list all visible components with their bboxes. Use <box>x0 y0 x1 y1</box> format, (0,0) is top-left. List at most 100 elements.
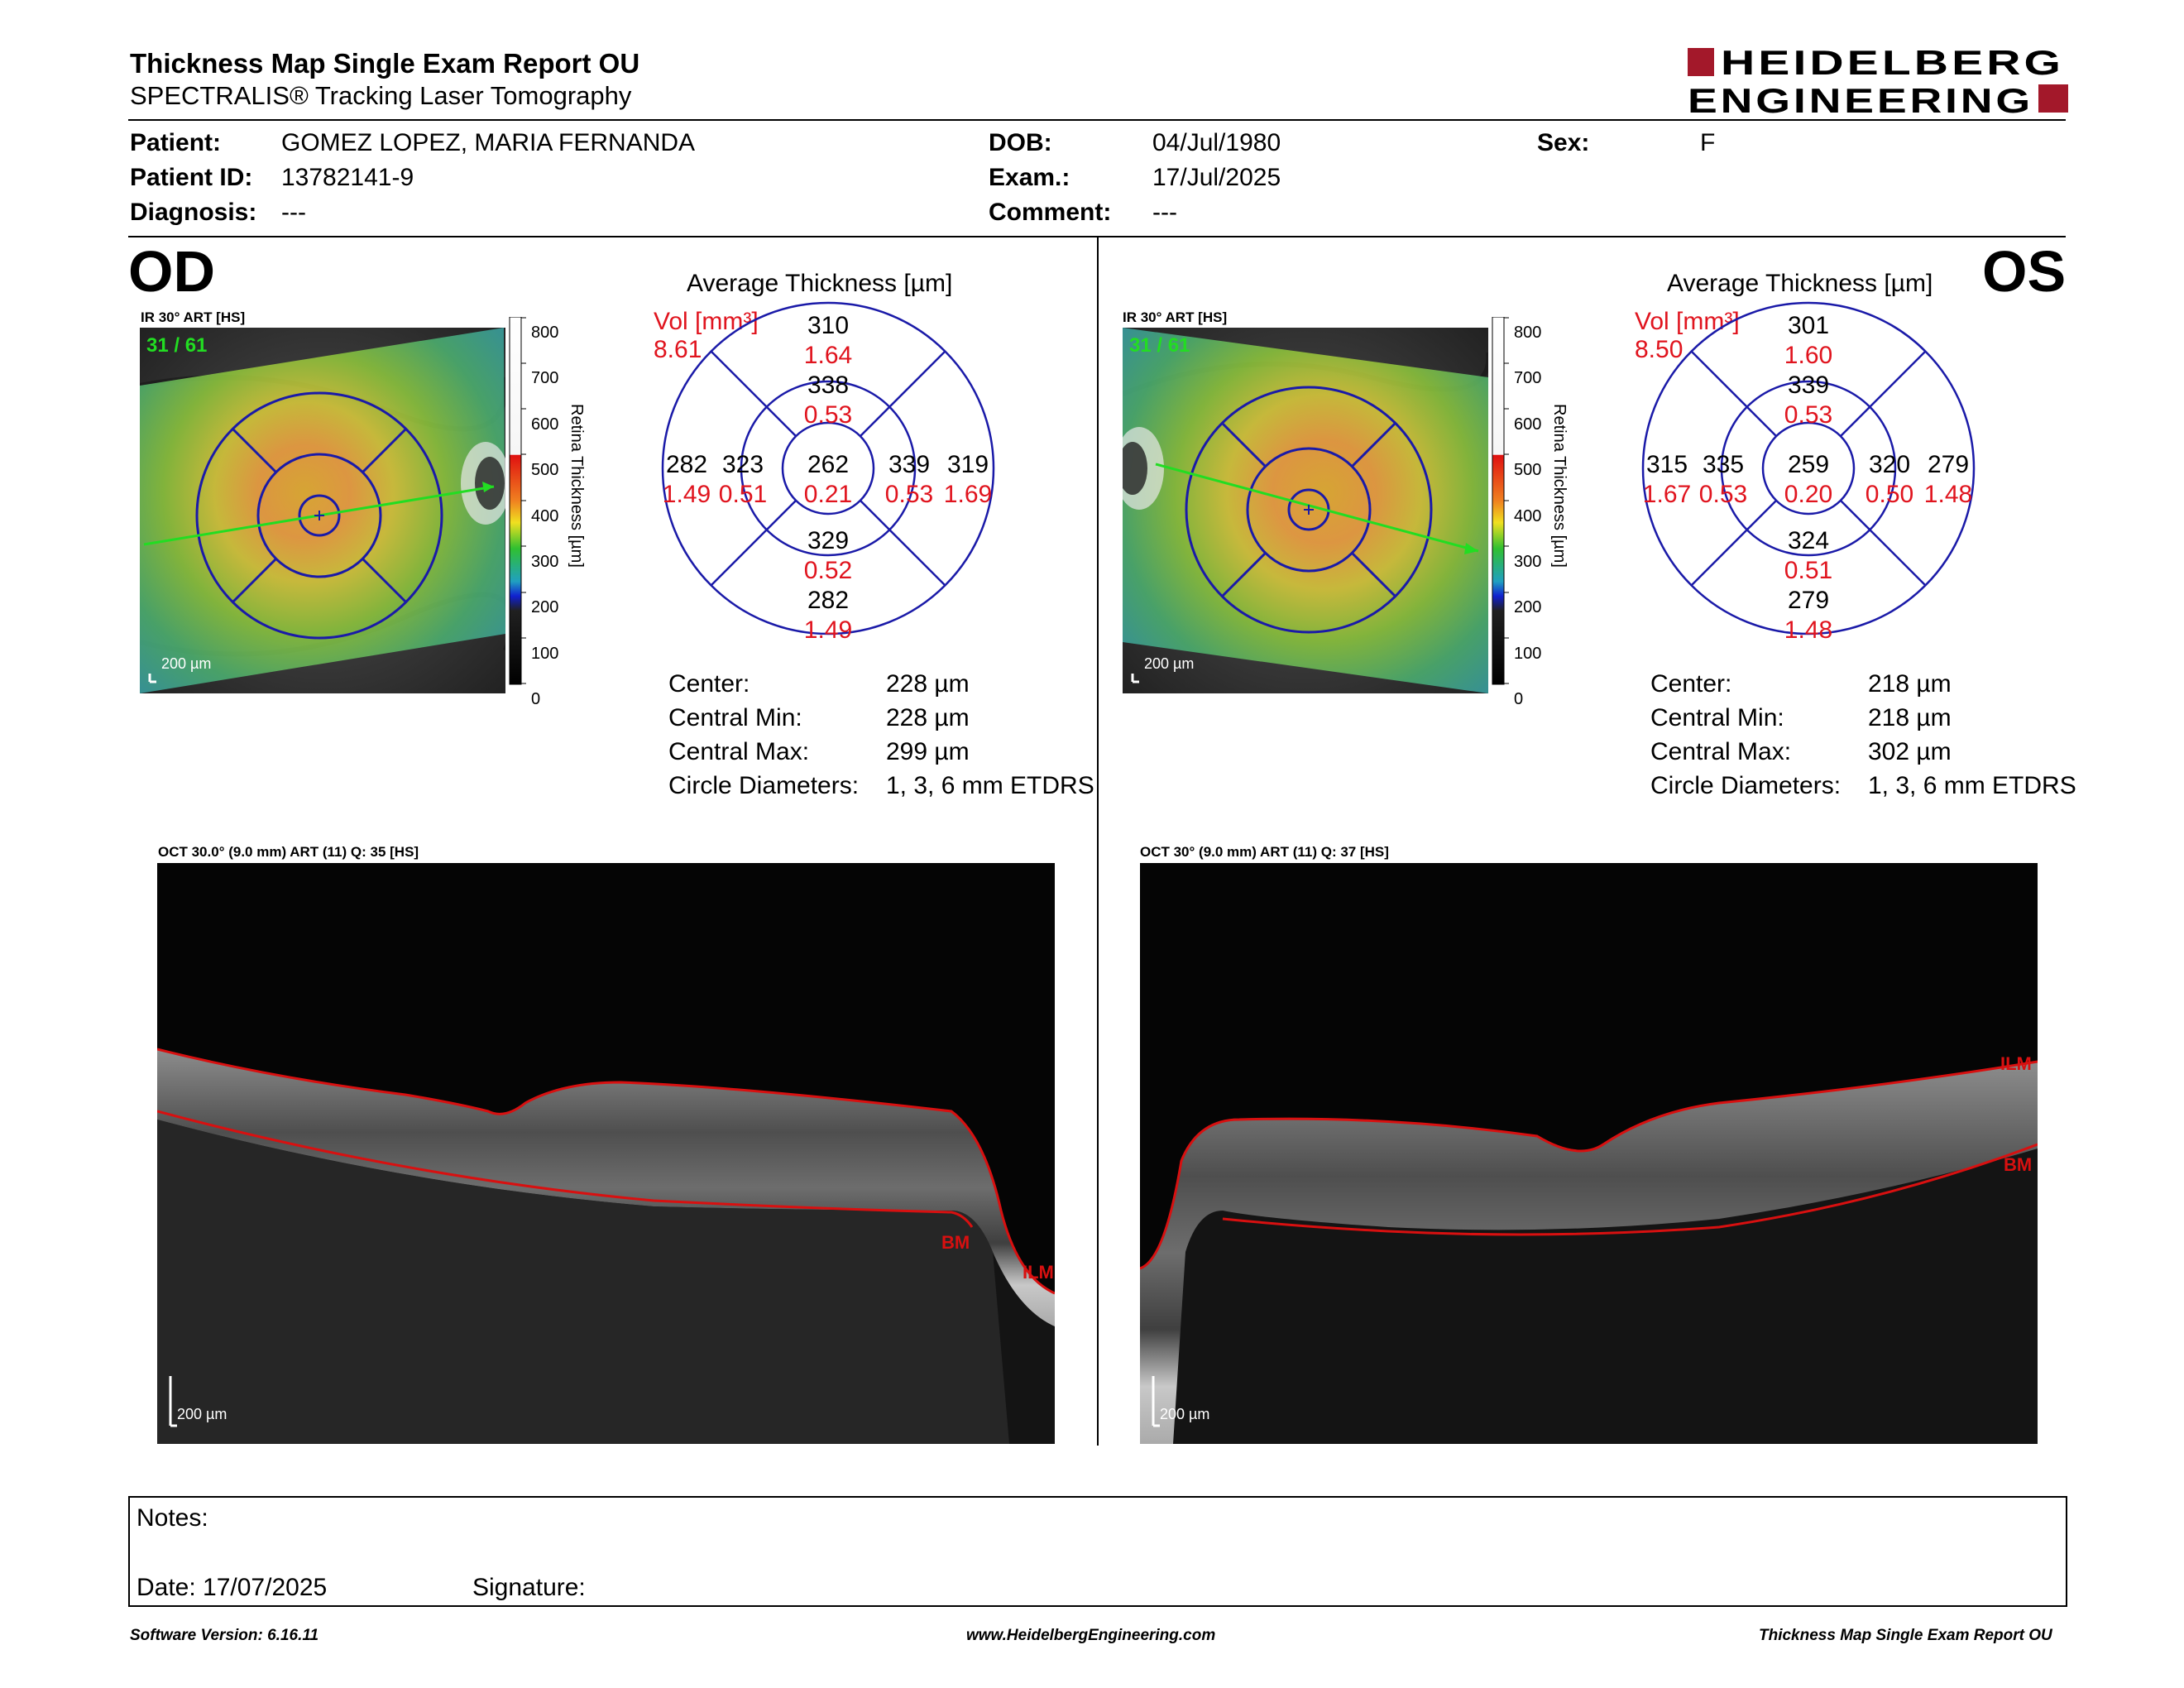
outer-sup-thickness-od: 310 <box>807 312 850 339</box>
stat-diam-value-od: 1, 3, 6 mm ETDRS <box>886 772 1094 799</box>
footer-website[interactable]: www.HeidelbergEngineering.com <box>966 1627 1216 1644</box>
diagnosis: --- <box>281 199 306 226</box>
inner-sup-thickness-os: 339 <box>1787 372 1830 399</box>
scale-bar-od: 200 µm <box>161 655 212 672</box>
stat-diam-label-os: Circle Diameters: <box>1650 772 1842 799</box>
sex: F <box>1700 129 1716 156</box>
patient-id: 13782141-9 <box>281 164 414 191</box>
sex-label: Sex: <box>1537 129 1590 156</box>
oct-label-od: OCT 30.0° (9.0 mm) ART (11) Q: 35 [HS] <box>158 844 419 860</box>
outer-sup-thickness-os: 301 <box>1787 312 1830 339</box>
inner-sup-vol-od: 0.53 <box>803 401 853 429</box>
center-vol-od: 0.21 <box>803 481 853 508</box>
colorbar-title-od: Retina Thickness [µm] <box>568 404 586 568</box>
signature-label: Signature: <box>472 1574 586 1601</box>
outer-left-thickness-od: 282 <box>665 451 708 478</box>
frame-counter-od: 31 / 61 <box>146 334 208 357</box>
patient-label: Patient: <box>130 129 222 156</box>
center-thickness-od: 262 <box>807 451 850 478</box>
diagnosis-label: Diagnosis: <box>130 199 257 226</box>
ir-label-os: IR 30° ART [HS] <box>1123 309 1228 325</box>
stat-max-label-od: Central Max: <box>668 738 810 765</box>
center-divider <box>1097 237 1099 1446</box>
etdrs-grid-od: 310 1.64 338 0.53 262 0.21 329 0.52 282 … <box>660 300 996 644</box>
report-title: Thickness Map Single Exam Report OU <box>130 48 640 79</box>
colorbar-os: 800 700 600 500 400 300 200 100 0 Retina Thi… <box>1491 316 1582 708</box>
outer-inf-vol-od: 1.49 <box>803 616 853 644</box>
layer-ilm-od: ILM <box>1023 1262 1054 1283</box>
colorbar-od: 800 700 600 500 400 300 200 100 0 Retina Thi… <box>508 316 599 708</box>
colorbar-title-os: Retina Thickness [µm] <box>1550 404 1569 568</box>
oct-bscan-os: ILM BM 200 µm <box>1140 863 2038 1444</box>
fundus-image-os: 31 / 61 200 µm <box>1123 328 1488 693</box>
outer-left-vol-od: 1.49 <box>662 481 711 508</box>
center-thickness-os: 259 <box>1787 451 1830 478</box>
exam-date: 17/Jul/2025 <box>1152 164 1281 191</box>
outer-right-thickness-os: 279 <box>1927 451 1970 478</box>
vol-total-od: 8.61 <box>654 336 702 363</box>
outer-right-vol-os: 1.48 <box>1923 481 1973 508</box>
outer-left-vol-os: 1.67 <box>1642 481 1692 508</box>
colorbar-ticks-od: 800 700 600 500 400 300 200 100 0 <box>531 324 559 709</box>
outer-inf-thickness-od: 282 <box>807 587 850 614</box>
inner-inf-vol-od: 0.52 <box>803 557 853 584</box>
inner-left-thickness-od: 323 <box>721 451 764 478</box>
stat-max-label-os: Central Max: <box>1650 738 1792 765</box>
inner-left-vol-od: 0.51 <box>718 481 768 508</box>
layer-bm-os: BM <box>2004 1154 2033 1175</box>
stat-diam-label-od: Circle Diameters: <box>668 772 860 799</box>
stat-min-value-os: 218 µm <box>1868 704 1952 731</box>
footer-report: Thickness Map Single Exam Report OU <box>1759 1627 2052 1644</box>
stat-center-value-od: 228 µm <box>886 670 970 698</box>
dob: 04/Jul/1980 <box>1152 129 1281 156</box>
inner-inf-thickness-os: 324 <box>1787 527 1830 554</box>
outer-sup-vol-od: 1.64 <box>803 342 853 369</box>
inner-sup-vol-os: 0.53 <box>1784 401 1833 429</box>
report-subtitle: SPECTRALIS® Tracking Laser Tomography <box>130 81 632 110</box>
comment-label: Comment: <box>989 199 1112 226</box>
dob-label: DOB: <box>989 129 1052 156</box>
inner-right-thickness-os: 320 <box>1868 451 1911 478</box>
patient-id-label: Patient ID: <box>130 164 253 191</box>
stat-max-value-os: 302 µm <box>1868 738 1952 765</box>
patient-name: GOMEZ LOPEZ, MARIA FERNANDA <box>281 129 696 156</box>
vol-label-od: Vol [mm³] <box>654 308 759 335</box>
outer-inf-vol-os: 1.48 <box>1784 616 1833 644</box>
heidelberg-logo: HEIDELBERG ENGINEERING <box>1688 43 2068 120</box>
avg-thickness-title-od: Average Thickness [µm] <box>687 270 953 297</box>
vol-total-os: 8.50 <box>1635 336 1684 363</box>
inner-left-vol-os: 0.53 <box>1698 481 1748 508</box>
notes-box: Notes: Date: 17/07/2025 Signature: <box>128 1496 2067 1607</box>
exam-label: Exam.: <box>989 164 1070 191</box>
inner-inf-vol-os: 0.51 <box>1784 557 1833 584</box>
oct-scale-od: 200 µm <box>177 1406 228 1422</box>
inner-left-thickness-os: 335 <box>1702 451 1745 478</box>
stat-max-value-od: 299 µm <box>886 738 970 765</box>
stat-min-value-od: 228 µm <box>886 704 970 731</box>
inner-sup-thickness-od: 338 <box>807 372 850 399</box>
scale-bar-os: 200 µm <box>1144 655 1195 672</box>
outer-inf-thickness-os: 279 <box>1787 587 1830 614</box>
stat-min-label-od: Central Min: <box>668 704 802 731</box>
outer-left-thickness-os: 315 <box>1645 451 1688 478</box>
inner-right-vol-os: 0.50 <box>1865 481 1914 508</box>
svg-text:ENGINEERING: ENGINEERING <box>1688 81 2033 117</box>
inner-inf-thickness-od: 329 <box>807 527 850 554</box>
footer-software: Software Version: 6.16.11 <box>130 1627 319 1644</box>
stat-diam-value-os: 1, 3, 6 mm ETDRS <box>1868 772 2076 799</box>
oct-bscan-od: BM ILM 200 µm <box>157 863 1055 1444</box>
fundus-image-od: 31 / 61 200 µm <box>140 328 505 693</box>
eye-label-os: OS <box>1982 239 2067 304</box>
svg-text:HEIDELBERG: HEIDELBERG <box>1721 43 2064 82</box>
vol-label-os: Vol [mm³] <box>1635 308 1740 335</box>
eye-label-od: OD <box>128 239 215 304</box>
outer-right-vol-od: 1.69 <box>943 481 993 508</box>
outer-sup-vol-os: 1.60 <box>1784 342 1833 369</box>
date-label: Date: 17/07/2025 <box>136 1574 328 1601</box>
colorbar-ticks-os: 800 700 600 500 400 300 200 100 0 <box>1514 324 1542 709</box>
oct-scale-os: 200 µm <box>1160 1406 1210 1422</box>
comment: --- <box>1152 199 1177 226</box>
center-vol-os: 0.20 <box>1784 481 1833 508</box>
stat-center-label-od: Center: <box>668 670 750 698</box>
avg-thickness-title-os: Average Thickness [µm] <box>1667 270 1933 297</box>
